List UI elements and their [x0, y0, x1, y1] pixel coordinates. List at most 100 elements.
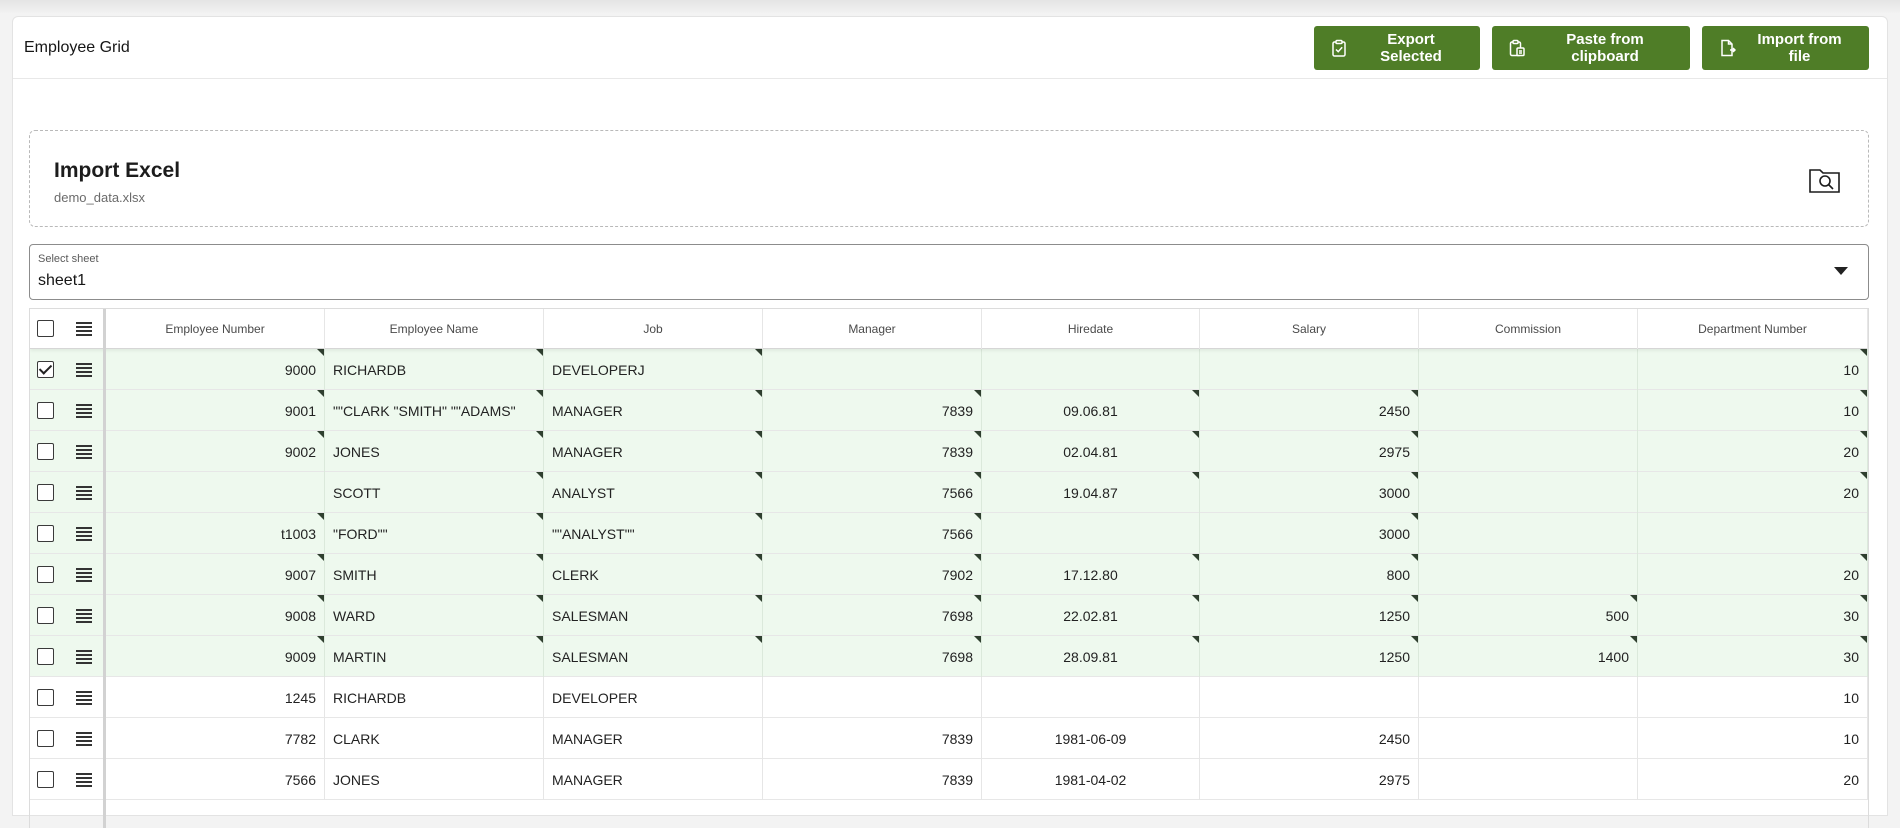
cell-employee-name[interactable]: SMITH [325, 554, 544, 595]
cell-manager[interactable] [763, 349, 982, 390]
cell-salary[interactable]: 800 [1200, 554, 1419, 595]
cell-hiredate[interactable]: 09.06.81 [982, 390, 1200, 431]
row-select-checkbox[interactable] [37, 525, 54, 542]
cell-job[interactable]: SALESMAN [544, 636, 763, 677]
column-header-salary[interactable]: Salary [1200, 309, 1419, 349]
table-row[interactable]: SCOTT ANALYST 7566 19.04.87 3000 20 [30, 472, 1868, 513]
cell-commission[interactable] [1419, 677, 1638, 718]
table-row[interactable]: t1003 "FORD"" ""ANALYST"" 7566 3000 [30, 513, 1868, 554]
cell-hiredate[interactable] [982, 349, 1200, 390]
cell-department-number[interactable]: 10 [1638, 677, 1868, 718]
cell-employee-number[interactable]: 1245 [106, 677, 325, 718]
row-select-checkbox[interactable] [37, 443, 54, 460]
row-select-checkbox[interactable] [37, 607, 54, 624]
cell-employee-name[interactable]: RICHARDB [325, 677, 544, 718]
column-header-job[interactable]: Job [544, 309, 763, 349]
cell-salary[interactable]: 3000 [1200, 472, 1419, 513]
cell-salary[interactable] [1200, 349, 1419, 390]
cell-hiredate[interactable] [982, 513, 1200, 554]
cell-commission[interactable] [1419, 390, 1638, 431]
cell-employee-name[interactable]: JONES [325, 431, 544, 472]
cell-salary[interactable]: 1250 [1200, 595, 1419, 636]
cell-manager[interactable]: 7839 [763, 431, 982, 472]
cell-employee-number[interactable]: 9007 [106, 554, 325, 595]
cell-employee-name[interactable]: SCOTT [325, 472, 544, 513]
table-row[interactable]: 9008 WARD SALESMAN 7698 22.02.81 1250 500 30 [30, 595, 1868, 636]
folder-search-icon[interactable] [1808, 165, 1842, 195]
cell-job[interactable]: MANAGER [544, 718, 763, 759]
cell-salary[interactable] [1200, 677, 1419, 718]
row-select-checkbox[interactable] [37, 730, 54, 747]
cell-commission[interactable]: 1400 [1419, 636, 1638, 677]
cell-department-number[interactable] [1638, 513, 1868, 554]
column-header-employee-name[interactable]: Employee Name [325, 309, 544, 349]
table-row[interactable]: 9007 SMITH CLERK 7902 17.12.80 800 20 [30, 554, 1868, 595]
cell-salary[interactable]: 1250 [1200, 636, 1419, 677]
column-header-commission[interactable]: Commission [1419, 309, 1638, 349]
select-all-checkbox[interactable] [37, 320, 54, 337]
cell-hiredate[interactable]: 02.04.81 [982, 431, 1200, 472]
row-select-checkbox[interactable] [37, 361, 54, 378]
cell-employee-name[interactable]: WARD [325, 595, 544, 636]
cell-department-number[interactable]: 10 [1638, 390, 1868, 431]
cell-job[interactable]: ANALYST [544, 472, 763, 513]
cell-manager[interactable] [763, 677, 982, 718]
cell-manager[interactable]: 7839 [763, 390, 982, 431]
cell-manager[interactable]: 7902 [763, 554, 982, 595]
cell-employee-name[interactable]: ""CLARK "SMITH" ""ADAMS" [325, 390, 544, 431]
cell-job[interactable]: CLERK [544, 554, 763, 595]
table-row[interactable]: 7782 CLARK MANAGER 7839 1981-06-09 2450 10 [30, 718, 1868, 759]
cell-commission[interactable] [1419, 718, 1638, 759]
cell-manager[interactable]: 7566 [763, 513, 982, 554]
row-actions-menu-icon[interactable] [76, 609, 92, 623]
cell-job[interactable]: DEVELOPER [544, 677, 763, 718]
select-sheet-dropdown[interactable]: Select sheet sheet1 [29, 244, 1869, 300]
cell-employee-name[interactable]: CLARK [325, 718, 544, 759]
row-select-checkbox[interactable] [37, 402, 54, 419]
cell-hiredate[interactable] [982, 677, 1200, 718]
cell-employee-number[interactable]: 9002 [106, 431, 325, 472]
row-select-checkbox[interactable] [37, 484, 54, 501]
column-header-employee-number[interactable]: Employee Number [106, 309, 325, 349]
row-select-checkbox[interactable] [37, 689, 54, 706]
cell-job[interactable]: DEVELOPERJ [544, 349, 763, 390]
row-actions-menu-icon[interactable] [76, 691, 92, 705]
cell-department-number[interactable]: 30 [1638, 595, 1868, 636]
import-from-file-button[interactable]: Import from file [1702, 26, 1869, 70]
cell-employee-number[interactable]: 9000 [106, 349, 325, 390]
cell-department-number[interactable]: 10 [1638, 718, 1868, 759]
row-actions-menu-icon[interactable] [76, 486, 92, 500]
cell-employee-number[interactable]: 7782 [106, 718, 325, 759]
cell-department-number[interactable]: 20 [1638, 431, 1868, 472]
export-selected-button[interactable]: Export Selected [1314, 26, 1480, 70]
cell-employee-number[interactable]: 9008 [106, 595, 325, 636]
row-select-checkbox[interactable] [37, 648, 54, 665]
table-row[interactable]: 9001 ""CLARK "SMITH" ""ADAMS" MANAGER 7839 0… [30, 390, 1868, 431]
cell-commission[interactable] [1419, 554, 1638, 595]
cell-job[interactable]: MANAGER [544, 390, 763, 431]
cell-department-number[interactable]: 20 [1638, 472, 1868, 513]
cell-manager[interactable]: 7566 [763, 472, 982, 513]
cell-commission[interactable] [1419, 349, 1638, 390]
column-header-hiredate[interactable]: Hiredate [982, 309, 1200, 349]
cell-employee-number[interactable]: t1003 [106, 513, 325, 554]
row-actions-menu-icon[interactable] [76, 527, 92, 541]
row-actions-menu-icon[interactable] [76, 445, 92, 459]
column-header-manager[interactable]: Manager [763, 309, 982, 349]
caret-down-icon[interactable] [1834, 267, 1848, 275]
cell-commission[interactable] [1419, 431, 1638, 472]
cell-employee-number[interactable]: 9009 [106, 636, 325, 677]
cell-manager[interactable]: 7698 [763, 595, 982, 636]
cell-department-number[interactable]: 30 [1638, 636, 1868, 677]
cell-employee-number[interactable]: 9001 [106, 390, 325, 431]
cell-hiredate[interactable]: 17.12.80 [982, 554, 1200, 595]
paste-from-clipboard-button[interactable]: Paste from clipboard [1492, 26, 1690, 70]
table-row[interactable]: 1245 RICHARDB DEVELOPER 10 [30, 677, 1868, 718]
cell-commission[interactable] [1419, 472, 1638, 513]
column-header-department-number[interactable]: Department Number [1638, 309, 1868, 349]
row-actions-menu-icon[interactable] [76, 732, 92, 746]
cell-employee-name[interactable]: MARTIN [325, 636, 544, 677]
cell-job[interactable]: MANAGER [544, 431, 763, 472]
cell-hiredate[interactable]: 22.02.81 [982, 595, 1200, 636]
table-row[interactable]: 9000 RICHARDB DEVELOPERJ 10 [30, 349, 1868, 390]
